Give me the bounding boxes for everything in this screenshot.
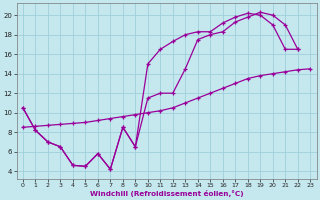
X-axis label: Windchill (Refroidissement éolien,°C): Windchill (Refroidissement éolien,°C): [90, 190, 244, 197]
